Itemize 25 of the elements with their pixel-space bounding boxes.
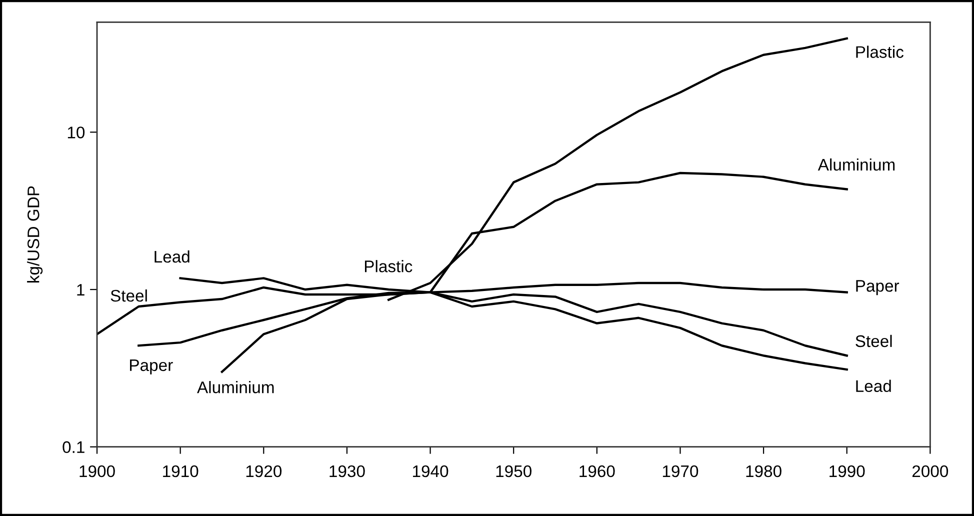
text: Paper (130, 359, 173, 374)
x-tick-label: 1990 (830, 465, 865, 478)
x-tick-label: 1930 (330, 465, 365, 478)
y-tick-label: 1 (77, 284, 84, 296)
x-tick-label: 1940 (413, 465, 448, 478)
x-tick-label: 1970 (662, 465, 698, 478)
text: Plastic (364, 260, 412, 272)
y-tick-label: 10 (68, 126, 85, 138)
series-label: Plastic (856, 46, 904, 58)
x-tick-label: 1900 (80, 465, 115, 478)
series-label: Aluminium (818, 158, 895, 171)
series-label: Paper (856, 280, 900, 296)
y-tick-label: 0.1 (62, 441, 84, 454)
y-axis-title: kg/USD GDP (27, 186, 43, 282)
text: Lead (154, 250, 190, 263)
series-label: Lead (856, 380, 891, 392)
series-label: Steel (110, 289, 147, 302)
text: Aluminium (197, 381, 274, 394)
x-tick-label: 1980 (746, 465, 782, 478)
x-tick-label: 2000 (912, 465, 948, 478)
text: Steel (856, 334, 892, 348)
x-tick-label: 1960 (580, 465, 615, 478)
x-tick-label: 1920 (246, 465, 282, 478)
x-tick-label: 1950 (496, 465, 532, 478)
x-tick-label: 1910 (163, 465, 198, 478)
